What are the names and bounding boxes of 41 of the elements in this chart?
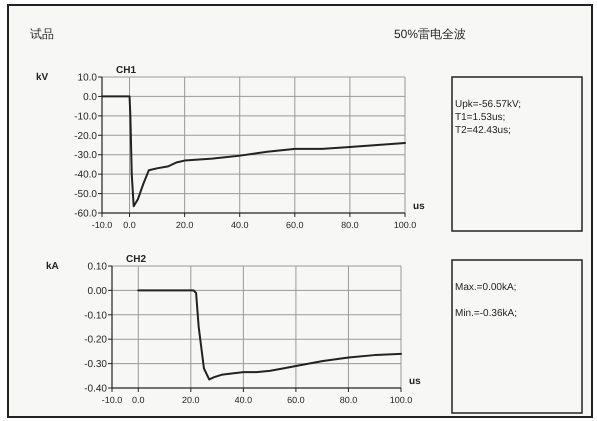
- y-tick-label: -0.30: [84, 359, 108, 370]
- x-tick-label: 100.0: [394, 220, 416, 230]
- text: T1=1.53us;: [455, 112, 506, 123]
- text: 试品: [30, 27, 54, 41]
- x-tick-label: 60.0: [286, 220, 304, 230]
- text: Upk=-56.57kV;: [455, 99, 522, 110]
- x-tick-label: 80.0: [341, 220, 359, 230]
- y-tick-label: -20.0: [74, 130, 98, 142]
- y-tick-label: -50.0: [74, 189, 98, 200]
- text: Min.=-0.36kA;: [455, 308, 517, 319]
- line-series: [137, 289, 402, 380]
- y-axis-title: kV: [36, 72, 49, 83]
- x-tick-label: 40.0: [230, 220, 248, 230]
- x-tick-label: 20.0: [182, 395, 200, 405]
- y-tick-label: 0.10: [88, 262, 108, 272]
- y-tick-label: -0.10: [84, 310, 108, 322]
- y-tick-label: -0.40: [84, 384, 108, 394]
- y-tick-label: 10.0: [78, 72, 98, 84]
- text: Max.=0.00kA;: [455, 282, 516, 293]
- text: 50%雷电全波: [394, 27, 466, 41]
- y-axis-title: kA: [46, 261, 59, 272]
- x-tick-label: -10.0: [102, 395, 122, 405]
- chart-title: CH2: [126, 254, 146, 265]
- x-tick-label: 0.0: [132, 395, 145, 405]
- x-axis-title: us: [409, 376, 422, 387]
- x-tick-label: 60.0: [287, 395, 305, 405]
- y-tick-label: 0.00: [88, 286, 108, 297]
- x-tick-label: 20.0: [176, 220, 194, 230]
- x-tick-label: 40.0: [234, 395, 252, 405]
- x-tick-label: 80.0: [340, 395, 358, 405]
- chart-title: CH1: [116, 65, 136, 76]
- y-tick-label: -60.0: [74, 208, 98, 220]
- y-tick-label: -40.0: [74, 170, 98, 181]
- text: T2=42.43us;: [455, 125, 511, 136]
- x-tick-label: 0.0: [123, 220, 136, 230]
- y-tick-label: -30.0: [74, 150, 98, 162]
- y-tick-label: -10.0: [74, 111, 98, 122]
- x-axis-title: us: [413, 201, 426, 212]
- y-tick-label: 0.0: [83, 92, 98, 103]
- y-tick-label: -0.20: [84, 334, 108, 346]
- x-tick-label: 100.0: [390, 395, 412, 405]
